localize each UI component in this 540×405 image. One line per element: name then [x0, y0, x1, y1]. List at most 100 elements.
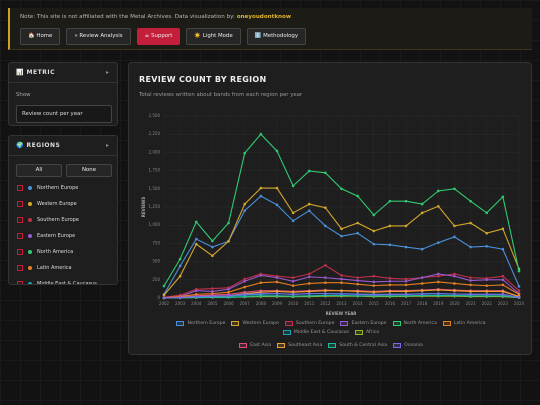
nav-button[interactable]: ☕ Support: [136, 28, 181, 45]
metric-select[interactable]: Review count per year: [16, 105, 112, 123]
data-point: [243, 295, 246, 298]
data-point: [356, 293, 359, 296]
legend-item[interactable]: Africa: [354, 330, 379, 335]
legend-item[interactable]: Southern Europe: [284, 321, 334, 326]
data-point: [517, 295, 521, 299]
region-dot: [28, 186, 32, 190]
checkbox[interactable]: ✓: [17, 233, 23, 239]
data-point: [324, 289, 327, 293]
nav-button[interactable]: 🏠 Home: [20, 28, 61, 45]
y-tick-label: 750: [152, 240, 160, 245]
legend-swatch: [239, 343, 248, 348]
data-point: [437, 292, 440, 295]
data-point: [453, 289, 456, 293]
checkbox[interactable]: ✓: [17, 201, 23, 207]
region-item[interactable]: ✓ Southern Europe: [15, 212, 115, 228]
data-point: [211, 290, 214, 293]
region-item[interactable]: ✓ Eastern Europe: [15, 228, 115, 244]
region-dot: [28, 218, 32, 222]
region-item[interactable]: ✓ Western Europe: [15, 196, 115, 212]
data-point: [437, 294, 440, 297]
nav-button[interactable]: ℹ️ Methodology: [246, 28, 307, 45]
legend-item[interactable]: Southeast Asia: [277, 343, 322, 348]
data-point: [211, 254, 214, 258]
legend-swatch: [231, 321, 240, 326]
data-point: [259, 281, 263, 285]
region-item[interactable]: ✓ North America: [15, 244, 115, 260]
legend-label: East Asia: [250, 343, 272, 348]
legend-item[interactable]: Western Europe: [231, 321, 279, 326]
data-point: [307, 292, 311, 295]
checkbox[interactable]: ✓: [17, 281, 23, 284]
data-point: [243, 209, 246, 212]
toggle[interactable]: ▸: [105, 69, 109, 76]
legend-item[interactable]: North America: [392, 321, 437, 326]
data-point: [194, 242, 198, 246]
data-point: [259, 186, 263, 190]
data-point: [437, 204, 440, 208]
legend-item[interactable]: Oceania: [393, 343, 423, 348]
data-point: [372, 229, 376, 233]
data-point: [453, 282, 456, 285]
region-label: Latin America: [37, 265, 72, 271]
y-axis-label: REVIEWS: [141, 197, 146, 218]
all-button[interactable]: All: [16, 164, 62, 177]
y-tick-label: 2,000: [149, 149, 161, 154]
nav-button[interactable]: « Review Analysis: [66, 28, 131, 45]
none-button[interactable]: None: [66, 164, 112, 177]
banner: Note: This site is not affiliated with t…: [8, 8, 532, 50]
checkbox[interactable]: ✓: [17, 265, 23, 271]
legend-label: Northern Europe: [187, 321, 226, 326]
checkbox[interactable]: ✓: [17, 249, 23, 255]
legend-item[interactable]: East Asia: [239, 343, 271, 348]
checkbox[interactable]: ✓: [17, 185, 23, 191]
panel-header[interactable]: 🌍 REGIONS: [9, 136, 117, 156]
legend-item[interactable]: Latin America: [442, 321, 486, 326]
data-point: [340, 227, 343, 231]
data-point: [469, 293, 472, 296]
data-point: [388, 243, 392, 247]
legend-item[interactable]: Middle East & Caucasus: [282, 330, 349, 335]
data-point: [324, 224, 327, 228]
nav-button[interactable]: ☀️ Light Mode: [186, 28, 241, 45]
toggle[interactable]: ▸: [105, 142, 109, 149]
chart-title: REVIEW COUNT BY REGION: [139, 75, 267, 84]
data-point: [324, 294, 327, 297]
data-point: [243, 277, 246, 281]
data-point: [453, 274, 456, 278]
checkbox[interactable]: ✓: [17, 217, 23, 223]
legend-label: South & Central Asia: [339, 343, 388, 348]
data-point: [485, 284, 489, 287]
region-item[interactable]: ✓ Latin America: [15, 260, 115, 276]
data-point: [178, 264, 182, 268]
data-point: [324, 263, 327, 267]
data-point: [291, 284, 295, 287]
legend-label: North America: [403, 321, 437, 326]
data-point: [340, 234, 343, 238]
legend-item[interactable]: Northern Europe: [176, 321, 225, 326]
data-point: [372, 242, 376, 246]
data-point: [485, 211, 489, 215]
x-tick-label: 2010: [288, 301, 299, 306]
region-label: North America: [37, 249, 74, 255]
author[interactable]: oneyoudontknow: [236, 14, 292, 20]
region-item[interactable]: ✓ Middle East & Caucasus: [15, 276, 115, 284]
data-point: [437, 189, 440, 193]
legend-label: Western Europe: [242, 321, 279, 326]
legend-item[interactable]: Eastern Europe: [340, 321, 387, 326]
data-point: [420, 282, 424, 285]
data-point: [437, 288, 440, 292]
data-point: [388, 293, 392, 296]
regions-panel: 🌍 REGIONS ▸ All None ✓ Northern Europe ✓ We…: [8, 135, 118, 285]
region-dot: [28, 282, 32, 284]
legend-label: Eastern Europe: [351, 321, 387, 326]
region-item[interactable]: ✓ Northern Europe: [15, 180, 115, 196]
data-point: [388, 224, 392, 228]
legend-item[interactable]: South & Central Asia: [328, 343, 387, 348]
note-text: Note: This site is not affiliated with t…: [20, 14, 235, 20]
panel-header[interactable]: 📊 METRIC: [9, 63, 117, 83]
data-point: [178, 257, 182, 261]
legend: Northern Europe Western Europe Southern Eu…: [141, 321, 521, 348]
data-point: [178, 274, 182, 278]
region-label: Northern Europe: [37, 185, 79, 191]
